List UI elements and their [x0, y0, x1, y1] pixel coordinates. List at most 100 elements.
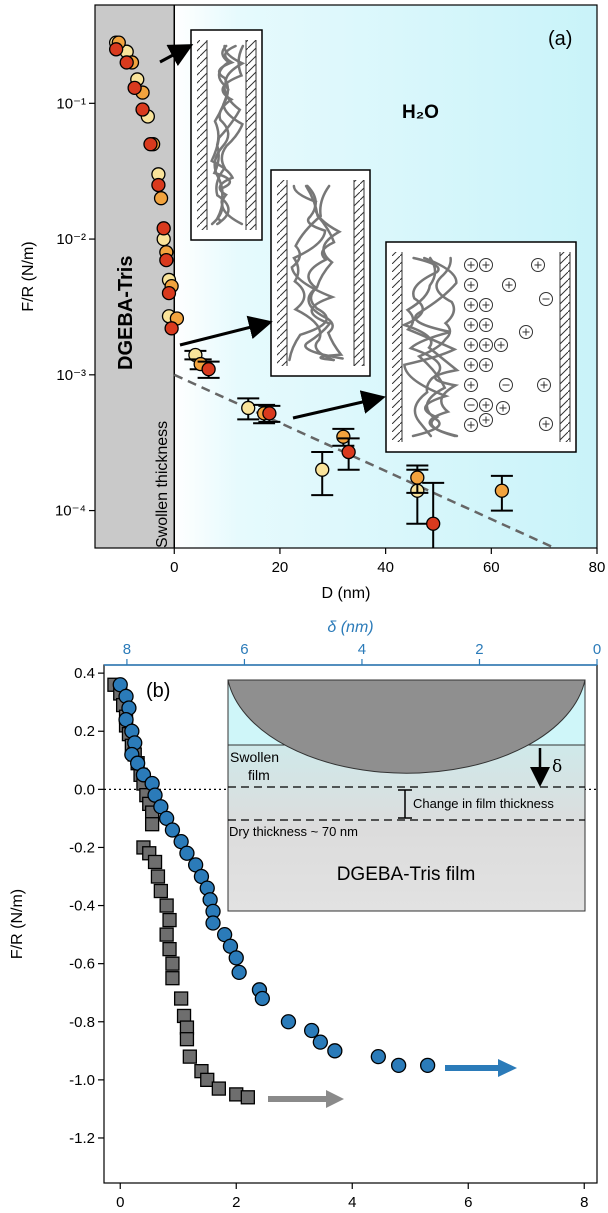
point — [202, 363, 215, 376]
wall — [197, 40, 207, 230]
point — [316, 463, 329, 476]
point — [392, 1058, 406, 1072]
x-tick-label: 80 — [589, 559, 606, 576]
figure: 02040608010⁻⁴10⁻³10⁻²10⁻¹D (nm)F/R (N/m)… — [0, 0, 608, 1213]
wall — [392, 252, 402, 442]
y-axis-label: F/R (N/m) — [20, 241, 37, 311]
x2-tick-label: 2 — [475, 641, 483, 658]
y-tick-label: 10⁻² — [56, 231, 86, 248]
y-tick-label: -0.8 — [69, 1014, 95, 1031]
point — [241, 1091, 254, 1104]
point — [160, 254, 173, 267]
point — [128, 81, 141, 94]
point — [427, 517, 440, 530]
x-tick-label: 8 — [580, 1194, 588, 1211]
inset-text: δ — [552, 757, 562, 777]
y-tick-label: -0.2 — [69, 839, 95, 856]
x-tick-label: 4 — [348, 1194, 356, 1211]
y-tick-label: 10⁻³ — [56, 367, 86, 384]
point — [146, 818, 159, 831]
point — [163, 943, 176, 956]
point — [166, 972, 179, 985]
point — [110, 43, 123, 56]
y-tick-label: 10⁻¹ — [56, 95, 86, 112]
point — [232, 965, 246, 979]
point — [281, 1015, 295, 1029]
point — [120, 56, 133, 69]
inset-text: DGEBA-Tris film — [337, 864, 476, 885]
x-tick-label: 20 — [272, 559, 289, 576]
point — [495, 484, 508, 497]
x2-tick-label: 4 — [358, 641, 366, 658]
point — [136, 103, 149, 116]
inset-text: film — [248, 767, 270, 783]
x-tick-label: 0 — [116, 1194, 124, 1211]
wall — [277, 180, 287, 366]
point — [152, 179, 165, 192]
y-tick-label: 10⁻⁴ — [55, 503, 86, 520]
point — [144, 138, 157, 151]
panel-label: (b) — [146, 680, 170, 702]
inset-text: Swollen — [230, 749, 279, 765]
y-tick-label: -0.4 — [69, 898, 95, 915]
point — [166, 957, 179, 970]
x2-tick-label: 0 — [593, 641, 601, 658]
point — [163, 914, 176, 927]
y-tick-label: -0.6 — [69, 956, 95, 973]
contact-schematic: Swollen film δ Change in film thickness Dry … — [228, 680, 585, 911]
point — [183, 1050, 196, 1063]
panel-a: 0 20 40 60 80 10⁻⁴ 10⁻³ 10⁻² 10⁻¹ D (nm) F/R (N/m)… — [20, 5, 605, 602]
x-tick-label: 60 — [483, 559, 500, 576]
inset-text: Change in film thickness — [413, 796, 554, 811]
panel-b: Swollen film δ Change in film thickness Dry … — [9, 619, 601, 1213]
point — [305, 1023, 319, 1037]
point — [371, 1050, 385, 1064]
y-tick-label: 0.4 — [74, 665, 95, 682]
swollen-label: Swollen thickness — [154, 421, 171, 548]
medium-label: H₂O — [402, 102, 439, 123]
y-tick-label: 0.2 — [74, 723, 95, 740]
point — [421, 1058, 435, 1072]
point — [206, 916, 220, 930]
point — [160, 899, 173, 912]
x2-axis-label: δ (nm) — [327, 619, 373, 636]
inset-text: Dry thickness ~ 70 nm — [229, 824, 358, 839]
x2-tick-label: 8 — [123, 641, 131, 658]
point — [151, 870, 164, 883]
point — [263, 407, 276, 420]
film-label: DGEBA-Tris — [115, 256, 137, 370]
wall — [246, 40, 256, 230]
point — [313, 1035, 327, 1049]
x-tick-label: 6 — [464, 1194, 472, 1211]
point — [342, 446, 355, 459]
y-tick-label: -1.0 — [69, 1072, 95, 1089]
trend-arrow-head — [326, 1090, 344, 1108]
x2-tick-label: 6 — [240, 641, 248, 658]
point — [175, 992, 188, 1005]
point — [149, 855, 162, 868]
panel-label: (a) — [548, 28, 572, 50]
y-tick-label: 0.0 — [74, 781, 95, 798]
trend-arrow-head — [498, 1059, 517, 1077]
point — [160, 928, 173, 941]
x-tick-label: 40 — [377, 559, 394, 576]
wall — [560, 252, 570, 442]
x-tick-label: 0 — [170, 559, 178, 576]
point — [229, 951, 243, 965]
x-axis-label: D (nm) — [322, 585, 371, 602]
point — [165, 322, 178, 335]
point — [162, 287, 175, 300]
point — [255, 992, 269, 1006]
point — [328, 1044, 342, 1058]
point — [180, 1033, 193, 1046]
point — [180, 846, 194, 860]
point — [242, 401, 255, 414]
wall — [354, 180, 364, 366]
y-axis-label: F/R (N/m) — [9, 889, 26, 959]
x-tick-label: 2 — [232, 1194, 240, 1211]
y-tick-label: -1.2 — [69, 1130, 95, 1147]
point — [155, 192, 168, 205]
point — [165, 823, 179, 837]
point — [154, 885, 167, 898]
point — [212, 1082, 225, 1095]
